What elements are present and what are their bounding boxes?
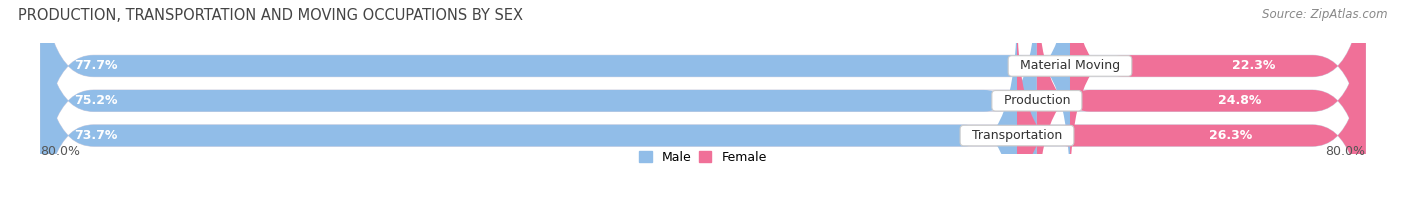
FancyBboxPatch shape — [41, 0, 1365, 194]
FancyBboxPatch shape — [41, 0, 1070, 194]
Text: Material Moving: Material Moving — [1012, 59, 1128, 72]
Text: Production: Production — [995, 94, 1078, 107]
FancyBboxPatch shape — [1017, 7, 1365, 197]
Text: 77.7%: 77.7% — [73, 59, 117, 72]
FancyBboxPatch shape — [41, 7, 1365, 197]
FancyBboxPatch shape — [41, 0, 1365, 197]
Legend: Male, Female: Male, Female — [640, 151, 766, 164]
FancyBboxPatch shape — [41, 7, 1017, 197]
Text: PRODUCTION, TRANSPORTATION AND MOVING OCCUPATIONS BY SEX: PRODUCTION, TRANSPORTATION AND MOVING OC… — [18, 8, 523, 23]
Text: 26.3%: 26.3% — [1209, 129, 1251, 142]
Text: Source: ZipAtlas.com: Source: ZipAtlas.com — [1263, 8, 1388, 21]
FancyBboxPatch shape — [1036, 0, 1365, 197]
Text: 80.0%: 80.0% — [1326, 145, 1365, 158]
Text: Transportation: Transportation — [965, 129, 1070, 142]
FancyBboxPatch shape — [41, 0, 1036, 197]
Text: 24.8%: 24.8% — [1218, 94, 1261, 107]
Text: 73.7%: 73.7% — [73, 129, 117, 142]
FancyBboxPatch shape — [1070, 0, 1365, 194]
Text: 75.2%: 75.2% — [73, 94, 117, 107]
Text: 80.0%: 80.0% — [41, 145, 80, 158]
Text: 22.3%: 22.3% — [1233, 59, 1275, 72]
